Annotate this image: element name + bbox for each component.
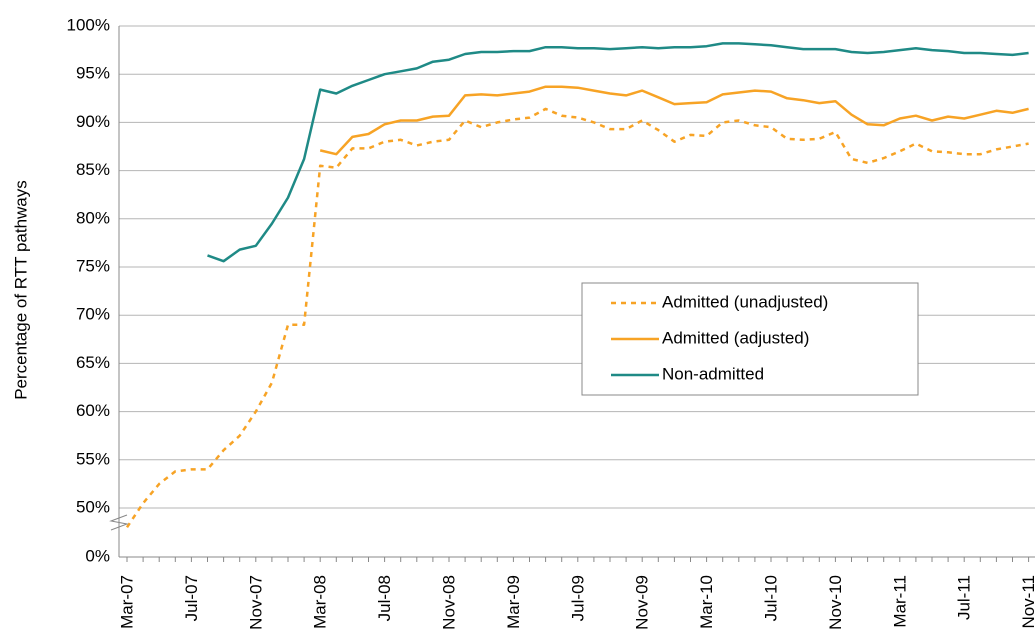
x-tick-label: Nov-08 (439, 575, 458, 630)
data-line (319, 85, 1029, 156)
x-tick-label: Mar-07 (117, 575, 136, 629)
x-tick-label: Jul-08 (375, 575, 394, 621)
legend-label: Non-admitted (662, 364, 764, 383)
y-tick-label: 65% (76, 353, 110, 372)
y-tick-label: 55% (76, 449, 110, 468)
data-line (207, 42, 1029, 263)
y-tick-label: 60% (76, 401, 110, 420)
x-tick-label: Mar-11 (890, 575, 909, 628)
y-tick-label: 90% (76, 112, 110, 131)
y-tick-label: 100% (67, 15, 110, 34)
x-tick-label: Nov-11 (1019, 575, 1035, 629)
y-tick-label: 95% (76, 64, 110, 83)
plot-area (118, 25, 1035, 562)
x-tick-label: Jul-07 (182, 575, 201, 621)
x-tick-label: Jul-11 (955, 575, 974, 620)
y-tick-label: 80% (76, 208, 110, 227)
y-tick-label: 70% (76, 305, 110, 324)
legend-label: Admitted (adjusted) (662, 328, 809, 347)
legend-label: Admitted (unadjusted) (662, 292, 828, 311)
legend: Admitted (unadjusted) Admitted (adjusted)… (611, 292, 828, 383)
y-tick-label: 75% (76, 256, 110, 275)
y-axis-title: Percentage of RTT pathways (11, 180, 30, 400)
x-tick-label: Nov-07 (246, 575, 265, 630)
x-tick-label: Nov-10 (826, 575, 845, 630)
y-tick-label: 50% (76, 497, 110, 516)
x-tick-label: Mar-09 (504, 575, 523, 629)
x-tick-label: Jul-10 (761, 575, 780, 621)
x-tick-label: Jul-09 (568, 575, 587, 621)
y-tick-label: 0% (85, 546, 110, 565)
y-tick-label: 85% (76, 160, 110, 179)
x-tick-label: Mar-08 (311, 575, 330, 629)
axis-break (109, 514, 129, 531)
x-tick-label: Mar-10 (697, 575, 716, 629)
x-tick-label: Nov-09 (633, 575, 652, 630)
